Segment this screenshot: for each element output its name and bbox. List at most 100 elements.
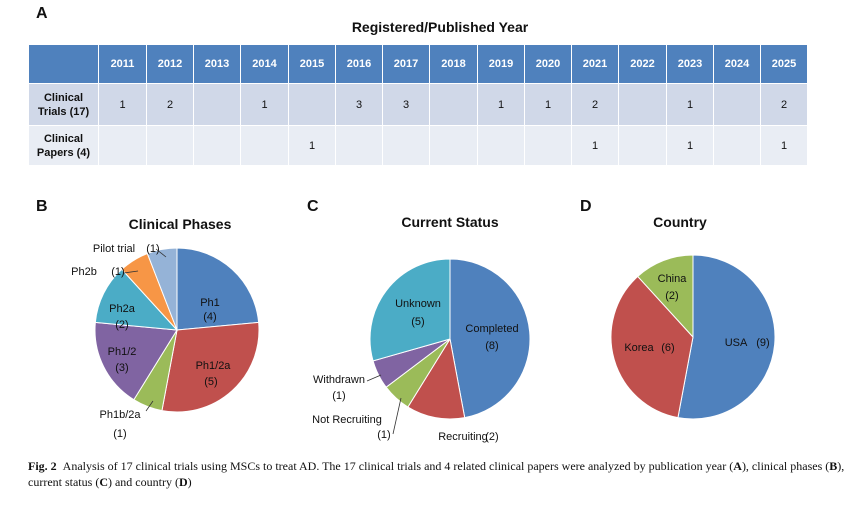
country-labels: USA (9) Korea (6) China (2) (624, 273, 769, 354)
slice-count: (3) (115, 362, 128, 374)
leader-line (123, 270, 139, 274)
slice-label: Ph2a (109, 303, 136, 315)
pie-slice-korea (610, 275, 694, 419)
table-cell: 1 (240, 83, 289, 126)
row-label-line: Clinical (43, 91, 84, 104)
slice-count: (4) (203, 311, 216, 323)
table-cell: 2 (760, 83, 808, 126)
slice-label: China (658, 273, 688, 285)
header-year: 2019 (477, 44, 525, 84)
panel-label-b: B (36, 198, 48, 215)
caption-ref: A (733, 459, 742, 473)
slice-count: (9) (756, 337, 769, 349)
table-row-papers: Clinical Papers (4) 1 1 1 1 (28, 125, 808, 166)
caption-text: ) (187, 475, 192, 489)
slice-count: (2) (665, 290, 678, 302)
header-year: 2016 (335, 44, 383, 84)
row-label-trials: Clinical Trials (17) (28, 83, 99, 126)
header-corner (28, 44, 99, 84)
pie-slice-ph1-2 (94, 321, 178, 401)
table-cell: 3 (335, 83, 383, 126)
table-cell: 3 (382, 83, 430, 126)
slice-label: Korea (624, 342, 654, 354)
slice-count: (2) (115, 319, 128, 331)
table-cell: 1 (571, 125, 619, 166)
header-year: 2018 (429, 44, 478, 84)
pie-slice-unknown (369, 258, 451, 362)
table-cell (713, 125, 761, 166)
header-year: 2014 (240, 44, 289, 84)
phases-labels: Ph1 (4) Ph1/2a (5) Ph1b/2a (1) Ph1/2 (3)… (71, 243, 231, 440)
row-label-line: Papers (4) (36, 146, 91, 159)
slice-label: Ph1/2a (196, 360, 232, 372)
header-year: 2015 (288, 44, 336, 84)
table-cell (193, 83, 241, 126)
slice-label: USA (725, 337, 748, 349)
slice-label: Pilot trial (93, 243, 135, 255)
pie-slice-ph1 (176, 247, 260, 331)
table-cell: 1 (98, 83, 147, 126)
header-year: 2022 (618, 44, 667, 84)
header-year: 2013 (193, 44, 241, 84)
pie-slice-ph2a (94, 268, 179, 331)
header-year: 2020 (524, 44, 572, 84)
slice-label: Ph1 (200, 297, 220, 309)
table-cell: 2 (146, 83, 194, 126)
panel-label-d: D (580, 198, 592, 215)
pie-slice-completed (449, 258, 531, 419)
table-cell (477, 125, 525, 166)
country-title: Country (653, 214, 707, 230)
table-cell: 2 (571, 83, 619, 126)
panel-label-a: A (36, 5, 48, 22)
slice-count: (1) (146, 243, 159, 255)
table-cell (98, 125, 147, 166)
table-cell (335, 125, 383, 166)
slice-label: Ph1/2 (108, 346, 137, 358)
leader-line (392, 397, 402, 435)
pie-slice-usa (677, 254, 776, 420)
slice-count: (6) (661, 342, 674, 354)
table-title: Registered/Published Year (351, 19, 529, 35)
caption-fig-label: Fig. 2 (28, 459, 57, 473)
pie-country (610, 254, 776, 420)
slice-label: Unknown (395, 298, 441, 310)
table-cell (524, 125, 572, 166)
table-header-row: 2011 2012 2013 2014 2015 2016 2017 2018 … (28, 44, 808, 84)
header-year: 2023 (666, 44, 714, 84)
table-cell (146, 125, 194, 166)
header-year: 2012 (146, 44, 194, 84)
table-cell (429, 125, 478, 166)
slice-count: (1) (332, 390, 345, 402)
slice-label: Recruiting (438, 431, 488, 443)
leader-line (145, 400, 154, 412)
slice-count: (5) (411, 316, 424, 328)
table-cell: 1 (288, 125, 336, 166)
slice-label: Ph1b/2a (100, 409, 142, 421)
leader-line (366, 374, 382, 382)
leader-line (155, 248, 167, 258)
header-year: 2025 (760, 44, 808, 84)
table-cell: 1 (666, 83, 714, 126)
pie-slice-china (637, 254, 694, 339)
slice-label: Withdrawn (313, 374, 365, 386)
figure-caption: Fig. 2 Analysis of 17 clinical trials us… (28, 458, 848, 490)
pie-charts: Ph1 (4) Ph1/2a (5) Ph1b/2a (1) Ph1/2 (3)… (71, 243, 776, 443)
slice-count: (5) (204, 376, 217, 388)
slice-count: (8) (485, 340, 498, 352)
slice-label: Completed (465, 323, 518, 335)
caption-text: Analysis of 17 clinical trials using MSC… (62, 459, 734, 473)
caption-text: ), current status ( (28, 459, 845, 489)
slice-label: Not Recruiting (312, 414, 382, 426)
status-labels: Completed (8) Recruiting (2) Not Recruit… (312, 298, 518, 443)
row-label-line: Trials (17) (37, 105, 90, 118)
table-cell: 1 (760, 125, 808, 166)
phases-title: Clinical Phases (128, 216, 232, 232)
table-cell (713, 83, 761, 126)
header-year: 2021 (571, 44, 619, 84)
pie-current-status (369, 258, 531, 420)
table-cell: 1 (477, 83, 525, 126)
table-cell: 1 (524, 83, 572, 126)
caption-ref: C (99, 475, 108, 489)
panel-label-c: C (307, 198, 319, 215)
slice-count: (1) (377, 429, 390, 441)
